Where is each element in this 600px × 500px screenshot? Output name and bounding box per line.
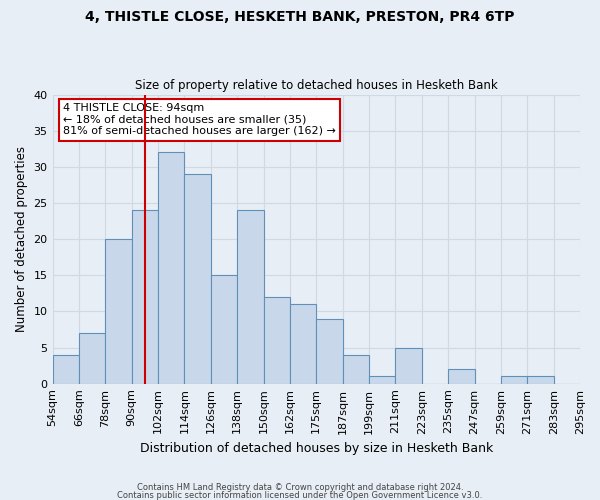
Bar: [527, 376, 554, 384]
Bar: [343, 355, 369, 384]
Title: Size of property relative to detached houses in Hesketh Bank: Size of property relative to detached ho…: [135, 79, 497, 92]
Bar: [290, 304, 316, 384]
Bar: [237, 210, 263, 384]
Bar: [53, 355, 79, 384]
Bar: [131, 210, 158, 384]
Bar: [158, 152, 184, 384]
Text: Contains HM Land Registry data © Crown copyright and database right 2024.: Contains HM Land Registry data © Crown c…: [137, 484, 463, 492]
Y-axis label: Number of detached properties: Number of detached properties: [15, 146, 28, 332]
Bar: [184, 174, 211, 384]
Bar: [369, 376, 395, 384]
Bar: [395, 348, 422, 384]
Text: 4 THISTLE CLOSE: 94sqm
← 18% of detached houses are smaller (35)
81% of semi-det: 4 THISTLE CLOSE: 94sqm ← 18% of detached…: [63, 103, 336, 136]
Bar: [448, 369, 475, 384]
Bar: [79, 333, 105, 384]
Bar: [316, 318, 343, 384]
Text: 4, THISTLE CLOSE, HESKETH BANK, PRESTON, PR4 6TP: 4, THISTLE CLOSE, HESKETH BANK, PRESTON,…: [85, 10, 515, 24]
Bar: [501, 376, 527, 384]
X-axis label: Distribution of detached houses by size in Hesketh Bank: Distribution of detached houses by size …: [140, 442, 493, 455]
Bar: [211, 276, 237, 384]
Bar: [105, 239, 131, 384]
Text: Contains public sector information licensed under the Open Government Licence v3: Contains public sector information licen…: [118, 490, 482, 500]
Bar: [263, 297, 290, 384]
